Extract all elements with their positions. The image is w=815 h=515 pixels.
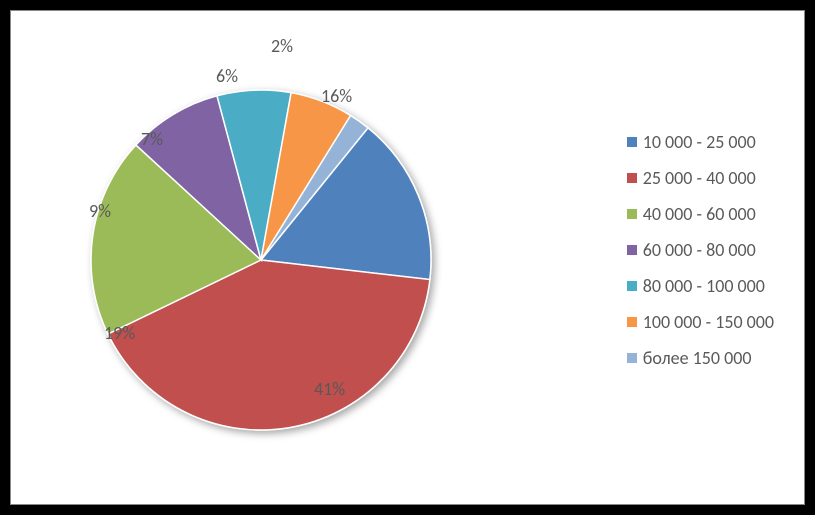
legend-item: 40 000 - 60 000: [627, 203, 774, 225]
legend-swatch: [627, 137, 637, 147]
slice-percent-label: 2%: [271, 35, 293, 57]
legend-swatch: [627, 173, 637, 183]
slice-percent-label: 9%: [89, 200, 111, 222]
legend-label: 10 000 - 25 000: [643, 131, 756, 153]
slice-percent-label: 6%: [216, 65, 238, 87]
legend-item: 100 000 - 150 000: [627, 311, 774, 333]
slice-percent-label: 7%: [141, 128, 163, 150]
pie-chart: [71, 70, 451, 450]
legend-item: 80 000 - 100 000: [627, 275, 774, 297]
legend-label: 100 000 - 150 000: [643, 311, 774, 333]
legend-item: более 150 000: [627, 347, 774, 369]
slice-percent-label: 16%: [321, 85, 352, 107]
pie-area: 16% 41% 19% 9% 7% 6% 2%: [11, 10, 511, 505]
legend-item: 60 000 - 80 000: [627, 239, 774, 261]
legend-swatch: [627, 353, 637, 363]
legend-swatch: [627, 209, 637, 219]
legend-item: 25 000 - 40 000: [627, 167, 774, 189]
legend-label: 60 000 - 80 000: [643, 239, 756, 261]
legend-swatch: [627, 281, 637, 291]
legend-swatch: [627, 317, 637, 327]
legend: 10 000 - 25 000 25 000 - 40 000 40 000 - 6…: [627, 131, 774, 369]
legend-label: 40 000 - 60 000: [643, 203, 756, 225]
legend-item: 10 000 - 25 000: [627, 131, 774, 153]
legend-swatch: [627, 245, 637, 255]
slice-percent-label: 41%: [314, 378, 345, 400]
legend-label: 80 000 - 100 000: [643, 275, 765, 297]
legend-label: более 150 000: [643, 347, 752, 369]
slice-percent-label: 19%: [104, 322, 135, 344]
legend-label: 25 000 - 40 000: [643, 167, 756, 189]
chart-container: 16% 41% 19% 9% 7% 6% 2% 10 000 - 25 000 25 000 …: [10, 10, 805, 505]
